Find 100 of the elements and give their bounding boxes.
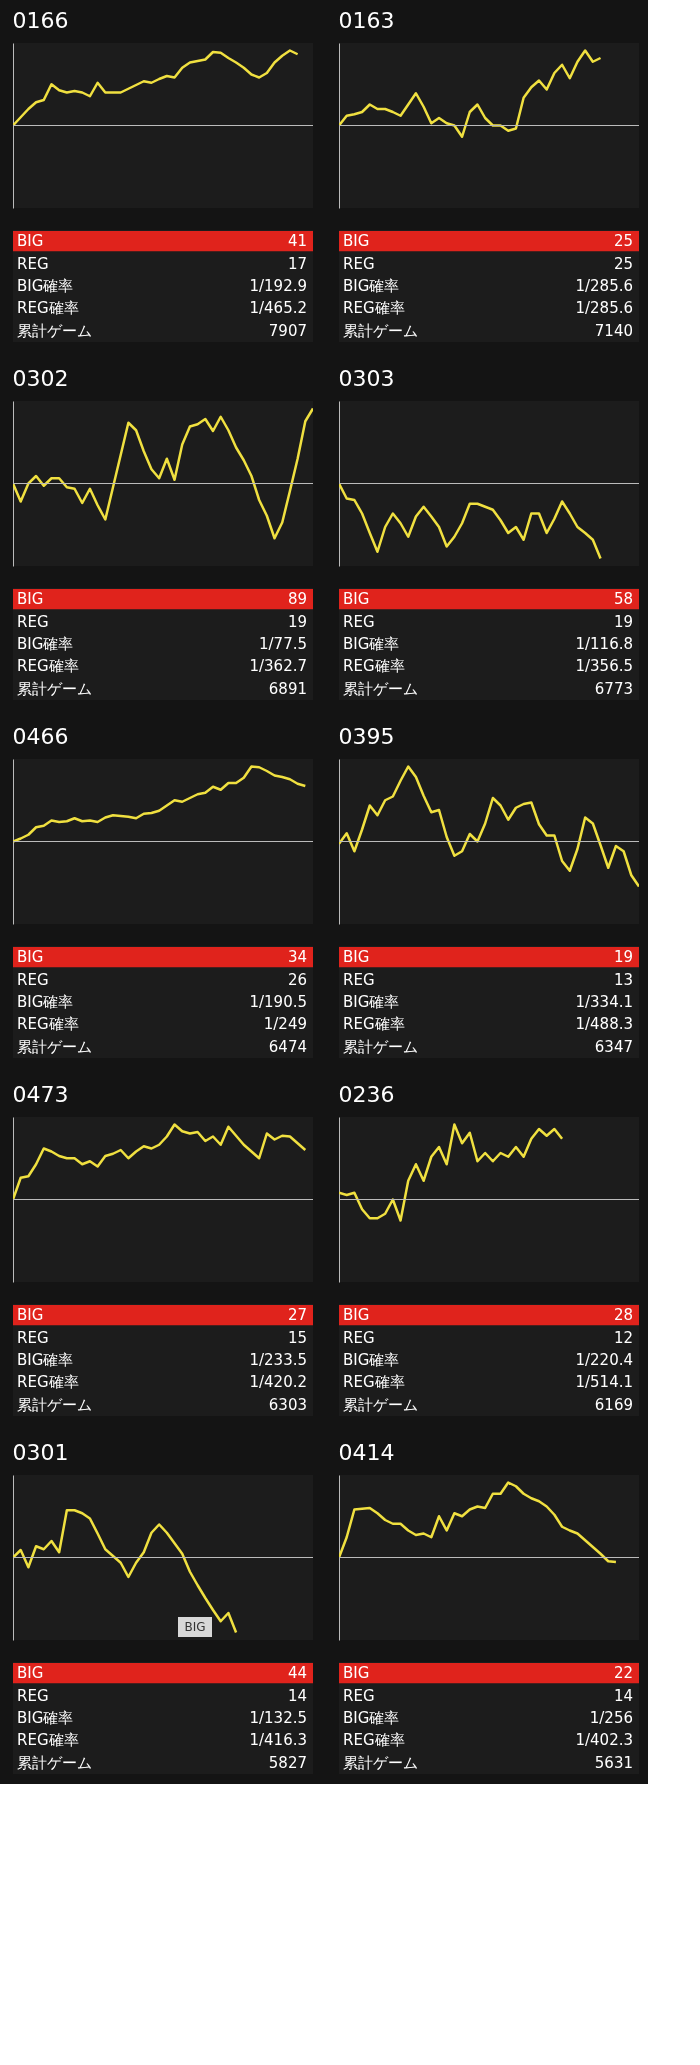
text: REG bbox=[343, 254, 375, 273]
text: 1/402.3 bbox=[575, 1731, 633, 1750]
chart-title: 0301 bbox=[12, 1440, 69, 1465]
text: REG bbox=[343, 1686, 375, 1705]
text: REG bbox=[17, 612, 49, 631]
text: REG bbox=[343, 612, 375, 631]
chart-title: 0236 bbox=[338, 1082, 395, 1107]
text: BIG確率 bbox=[343, 635, 400, 653]
text: 累計ゲーム bbox=[17, 321, 92, 340]
text: BIG確率 bbox=[343, 1709, 400, 1727]
text: 累計ゲーム bbox=[343, 1753, 418, 1772]
chart-title: 0466 bbox=[12, 724, 69, 749]
text: BIG bbox=[343, 1306, 370, 1325]
text: 25 bbox=[613, 232, 633, 251]
text: REG確率 bbox=[17, 299, 79, 318]
text: 1/285.6 bbox=[575, 277, 633, 295]
text: 1/465.2 bbox=[249, 299, 307, 318]
text: 89 bbox=[287, 590, 307, 609]
text: 13 bbox=[613, 970, 633, 989]
text: 25 bbox=[613, 254, 633, 273]
text: 17 bbox=[287, 254, 307, 273]
text: 1/420.2 bbox=[249, 1373, 307, 1392]
text: BIG bbox=[343, 232, 370, 251]
text: 6169 bbox=[594, 1395, 633, 1414]
text: 44 bbox=[287, 1664, 307, 1683]
text: 28 bbox=[613, 1306, 633, 1325]
text: 1/334.1 bbox=[575, 993, 633, 1011]
chart-title: 0303 bbox=[338, 366, 395, 391]
text: BIG確率 bbox=[17, 1351, 74, 1369]
text: 5631 bbox=[594, 1753, 633, 1772]
text: 34 bbox=[287, 948, 307, 967]
text: BIG bbox=[17, 232, 44, 251]
text: 12 bbox=[613, 1328, 633, 1347]
text: 1/488.3 bbox=[575, 1015, 633, 1034]
text: 1/192.9 bbox=[249, 277, 307, 295]
text: BIG確率 bbox=[17, 993, 74, 1011]
text: 5827 bbox=[268, 1753, 307, 1772]
text: 累計ゲーム bbox=[343, 321, 418, 340]
text: BIG bbox=[17, 1664, 44, 1683]
text: 7140 bbox=[594, 321, 633, 340]
text: 26 bbox=[287, 970, 307, 989]
text: BIG bbox=[17, 1306, 44, 1325]
text: 累計ゲーム bbox=[17, 1037, 92, 1056]
text: 累計ゲーム bbox=[343, 679, 418, 698]
text: REG確率 bbox=[343, 1015, 405, 1034]
text: 1/249 bbox=[263, 1015, 307, 1034]
text: BIG bbox=[343, 948, 370, 967]
text: BIG bbox=[17, 590, 44, 609]
text: 1/132.5 bbox=[249, 1709, 307, 1727]
text: 累計ゲーム bbox=[343, 1395, 418, 1414]
text: REG bbox=[17, 254, 49, 273]
text: BIG確率 bbox=[343, 1351, 400, 1369]
text: 7907 bbox=[268, 321, 307, 340]
text: 1/356.5 bbox=[575, 657, 633, 676]
text: 1/256 bbox=[589, 1709, 633, 1727]
annotation: BIG bbox=[184, 1619, 206, 1634]
text: REG確率 bbox=[17, 1373, 79, 1392]
text: BIG確率 bbox=[17, 635, 74, 653]
text: 6891 bbox=[268, 679, 307, 698]
text: REG確率 bbox=[17, 1015, 79, 1034]
chart-title: 0395 bbox=[338, 724, 395, 749]
text: BIG確率 bbox=[17, 277, 74, 295]
text: 1/416.3 bbox=[249, 1731, 307, 1750]
text: 6773 bbox=[594, 679, 633, 698]
text: 累計ゲーム bbox=[343, 1037, 418, 1056]
chart-title: 0163 bbox=[338, 8, 395, 33]
text: 15 bbox=[287, 1328, 307, 1347]
text: 1/285.6 bbox=[575, 299, 633, 318]
text: 19 bbox=[613, 612, 633, 631]
text: 1/514.1 bbox=[575, 1373, 633, 1392]
chart-title: 0473 bbox=[12, 1082, 69, 1107]
text: 19 bbox=[613, 948, 633, 967]
chart-title: 0166 bbox=[12, 8, 69, 33]
text: 累計ゲーム bbox=[17, 1753, 92, 1772]
text: 27 bbox=[287, 1306, 307, 1325]
chart-title: 0414 bbox=[338, 1440, 395, 1465]
text: BIG bbox=[343, 1664, 370, 1683]
text: REG bbox=[343, 1328, 375, 1347]
text: 累計ゲーム bbox=[17, 679, 92, 698]
text: 6474 bbox=[268, 1037, 307, 1056]
text: 累計ゲーム bbox=[17, 1395, 92, 1414]
text: BIG確率 bbox=[343, 993, 400, 1011]
text: BIG bbox=[17, 948, 44, 967]
text: REG bbox=[17, 970, 49, 989]
text: 22 bbox=[613, 1664, 633, 1683]
text: 6303 bbox=[268, 1395, 307, 1414]
text: REG確率 bbox=[17, 657, 79, 676]
text: BIG確率 bbox=[343, 277, 400, 295]
text: REG確率 bbox=[343, 1373, 405, 1392]
chart-title: 0302 bbox=[12, 366, 69, 391]
text: 6347 bbox=[594, 1037, 633, 1056]
text: 14 bbox=[287, 1686, 307, 1705]
text: 1/233.5 bbox=[249, 1351, 307, 1369]
text: BIG bbox=[343, 590, 370, 609]
text: 41 bbox=[287, 232, 307, 251]
text: REG確率 bbox=[343, 657, 405, 676]
text: REG bbox=[343, 970, 375, 989]
text: REG確率 bbox=[343, 299, 405, 318]
text: REG確率 bbox=[17, 1731, 79, 1750]
text: 1/77.5 bbox=[259, 635, 307, 653]
